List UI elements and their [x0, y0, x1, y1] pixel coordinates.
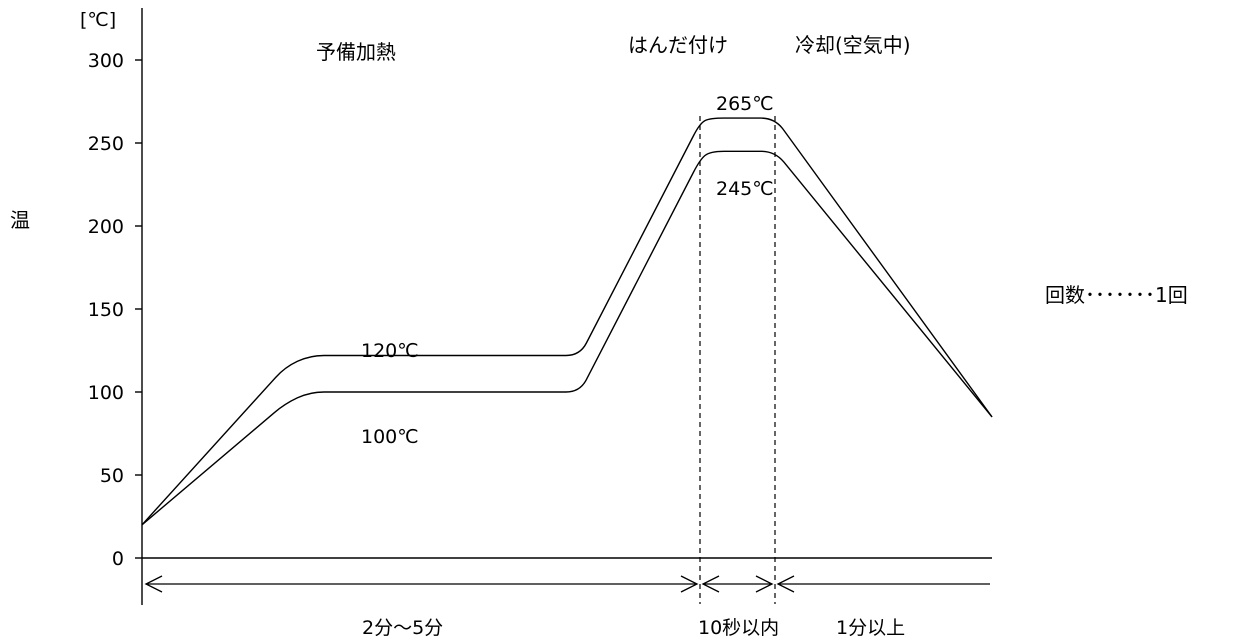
- y-tick-label: 0: [112, 548, 124, 570]
- soldering-duration-arrow-left-head: [701, 575, 720, 593]
- phase-label-soldering: はんだ付け: [628, 33, 728, 57]
- series-lower-limit: [141, 150, 993, 526]
- duration-label-soldering: 10秒以内: [698, 617, 779, 639]
- y-ticks: 0 50 100 150 200 250 300: [88, 50, 142, 570]
- axes: [141, 8, 992, 605]
- guide-lines: [699, 116, 776, 604]
- y-tick-label: 50: [100, 465, 124, 487]
- duration-arrows: [144, 575, 990, 593]
- series-group: [141, 117, 993, 526]
- annotation-265c: 265℃: [716, 93, 774, 115]
- y-tick-label: 200: [88, 216, 124, 238]
- y-unit-label: [℃]: [80, 9, 116, 31]
- cycle-count-note: 回数･･･････1回: [1045, 283, 1188, 307]
- duration-label-preheat: 2分～5分: [362, 617, 443, 639]
- series-upper-limit: [141, 117, 993, 526]
- y-tick-label: 150: [88, 299, 124, 321]
- phase-label-cooling: 冷却(空気中): [795, 33, 911, 57]
- y-tick-label: 250: [88, 133, 124, 155]
- y-axis-label: 温: [10, 208, 30, 232]
- cooling-duration-arrow-left-head: [776, 575, 795, 593]
- duration-label-cooling: 1分以上: [836, 617, 905, 639]
- y-tick-label: 300: [88, 50, 124, 72]
- annotation-120c: 120℃: [361, 340, 419, 362]
- y-tick-label: 100: [88, 382, 124, 404]
- annotation-245c: 245℃: [716, 178, 774, 200]
- annotation-100c: 100℃: [361, 426, 419, 448]
- preheat-duration-arrow-right-head: [680, 575, 699, 593]
- preheat-duration-arrow-left-head: [144, 575, 163, 593]
- phase-label-preheat: 予備加熱: [316, 40, 396, 64]
- soldering-duration-arrow-right-head: [755, 575, 774, 593]
